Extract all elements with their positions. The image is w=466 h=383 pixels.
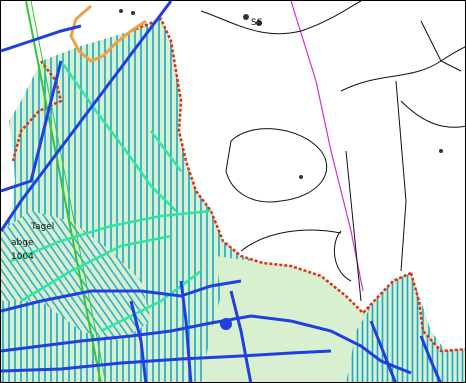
road-vertical-left[interactable]: [1, 60, 63, 193]
path-1[interactable]: [59, 60, 177, 212]
road-right-3[interactable]: [419, 335, 442, 383]
contour-line-1[interactable]: [200, 1, 362, 35]
forest-polygon-left[interactable]: [1, 211, 151, 341]
path-3[interactable]: [20, 234, 172, 303]
block-label-3: 1004: [11, 252, 34, 262]
property-line[interactable]: [290, 1, 364, 292]
road-lower-4[interactable]: [129, 300, 148, 383]
path-5[interactable]: [100, 270, 202, 333]
orange-boundary[interactable]: [69, 4, 147, 63]
survey-point-3: [299, 175, 303, 179]
road-lower-5[interactable]: [179, 280, 193, 383]
rail-line[interactable]: [25, 1, 107, 383]
contour-lines[interactable]: [200, 1, 466, 302]
path-4[interactable]: [150, 130, 182, 172]
road-lower-6[interactable]: [229, 290, 253, 383]
boundary-line-main[interactable]: [130, 17, 412, 315]
contour-line-4[interactable]: [400, 100, 466, 128]
block-label-1: Tagel: [30, 222, 54, 232]
road-lower-2[interactable]: [1, 314, 292, 353]
contour-line-9[interactable]: [333, 230, 352, 282]
road-lower-1[interactable]: [1, 279, 242, 313]
forest-paths[interactable]: [10, 60, 212, 333]
block-label-2: abge: [11, 238, 34, 248]
road-right-1[interactable]: [290, 319, 412, 375]
survey-point-4: [439, 149, 443, 153]
contour-line-6[interactable]: [345, 150, 362, 302]
contour-line-8[interactable]: [420, 20, 462, 72]
forest-road-network[interactable]: [1, 1, 442, 383]
contour-line-2[interactable]: [225, 128, 328, 203]
contour-line-3[interactable]: [340, 46, 466, 92]
survey-point-6: [131, 11, 135, 15]
road-top-left[interactable]: [1, 24, 82, 53]
contour-line-5[interactable]: [240, 229, 342, 252]
survey-point-5: [119, 9, 123, 13]
road-main-diag[interactable]: [1, 1, 173, 232]
survey-point-1: [243, 14, 249, 20]
survey-point-2: [256, 20, 262, 26]
map-labels: Tagel abge 1004 SS: [11, 18, 263, 262]
road-right-2[interactable]: [369, 320, 397, 383]
benchmark-symbol: [220, 318, 232, 330]
road-lower-3[interactable]: [1, 349, 332, 373]
map-symbols: [119, 9, 443, 330]
path-2[interactable]: [10, 209, 212, 263]
block-label-4: SS: [251, 18, 263, 28]
contour-line-7[interactable]: [395, 80, 407, 272]
